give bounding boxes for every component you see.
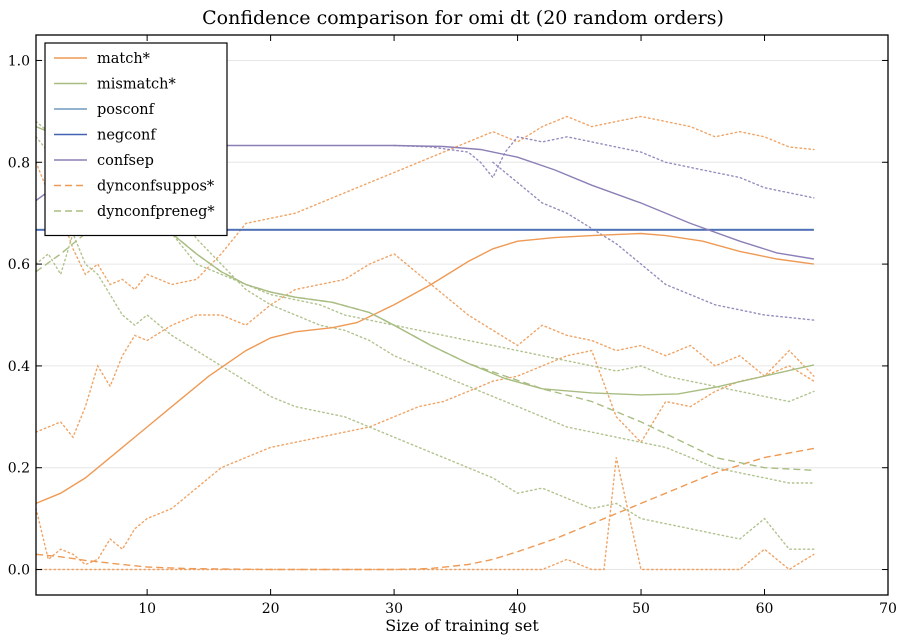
x-tick-label-6: 70	[879, 601, 897, 617]
grid-layer	[36, 59, 888, 571]
plot-frame	[35, 34, 889, 596]
tick-layer: 10 20 30 40 50 60 70 0.0 0.2 0.4 0.6 0.8 1.0	[8, 35, 897, 617]
chart-title: Confidence comparison for omi dt (20 ran…	[202, 7, 724, 29]
legend-label-0: match*	[97, 51, 151, 67]
y-tick-label-3: 0.6	[8, 257, 30, 273]
series-line-5	[35, 447, 815, 571]
y-tick-label-0: 0.0	[8, 563, 30, 579]
x-tick-label-2: 30	[385, 601, 403, 617]
dotted-trace-1	[35, 253, 815, 439]
x-tick-label-5: 60	[756, 601, 774, 617]
y-tick-label-5: 1.0	[8, 53, 30, 69]
legend-label-4: confsep	[97, 153, 154, 169]
legend-label-2: posconf	[97, 102, 156, 118]
y-tick-label-2: 0.4	[8, 359, 30, 375]
legend: match* mismatch* posconf negconf confsep dync…	[44, 42, 228, 237]
x-tick-label-3: 40	[509, 601, 527, 617]
series-line-0	[35, 232, 814, 505]
dotted-trace-7	[393, 136, 815, 199]
legend-frame	[44, 42, 228, 237]
dotted-trace-0	[35, 115, 815, 291]
dotted-trace-3	[35, 457, 815, 571]
dotted-trace-8	[492, 161, 815, 321]
x-tick-label-0: 10	[138, 601, 156, 617]
legend-label-1: mismatch*	[97, 77, 177, 93]
x-tick-label-1: 20	[262, 601, 280, 617]
dotted-trace-4	[35, 136, 815, 484]
x-axis-label: Size of training set	[385, 616, 539, 635]
legend-label-6: dynconfpreneg*	[97, 204, 215, 220]
y-tick-label-4: 0.8	[8, 155, 30, 171]
legend-label-3: negconf	[97, 128, 157, 144]
dotted-trace-5	[35, 231, 815, 550]
x-tick-label-4: 50	[632, 601, 650, 617]
legend-label-5: dynconfsuppos*	[97, 179, 215, 195]
y-tick-label-1: 0.2	[8, 461, 30, 477]
